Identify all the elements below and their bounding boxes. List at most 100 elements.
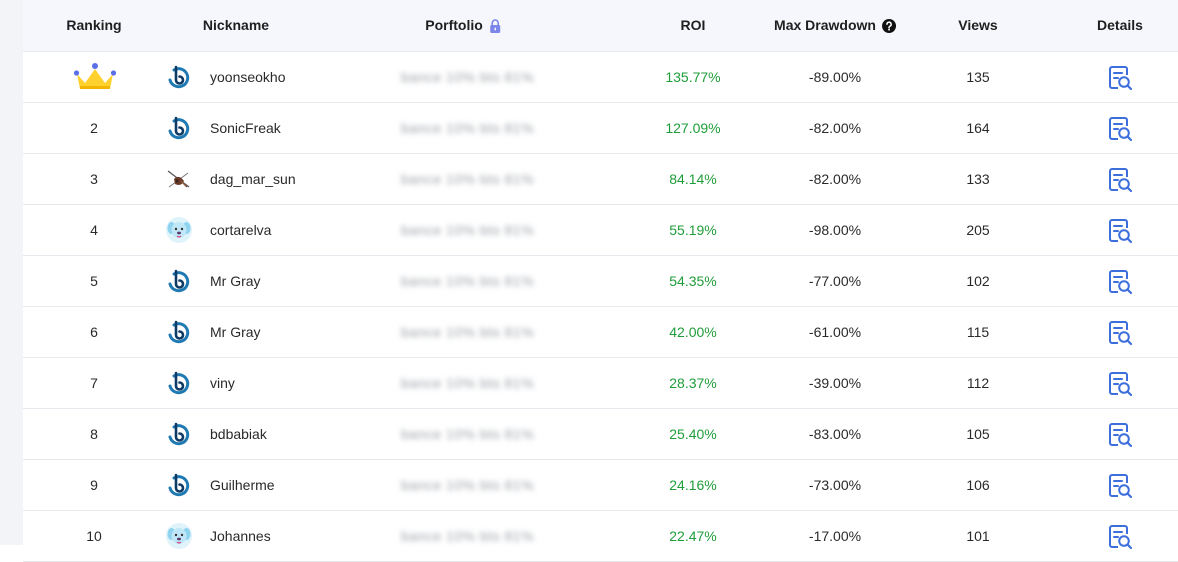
logo-avatar-icon xyxy=(168,65,190,89)
nickname[interactable]: cortarelva xyxy=(210,222,272,238)
avatar[interactable] xyxy=(165,522,193,550)
table-row[interactable]: 8 bdbabiak bance 10% bts 81% 25.40% -83.… xyxy=(23,409,1178,460)
details-button[interactable] xyxy=(1106,472,1134,500)
document-search-icon xyxy=(1109,168,1133,193)
header-nickname[interactable]: Nickname xyxy=(203,0,269,51)
avatar[interactable] xyxy=(165,63,193,91)
roi-value: 127.09% xyxy=(665,120,721,136)
header-roi-label: ROI xyxy=(680,17,706,33)
details-button[interactable] xyxy=(1106,370,1134,398)
document-search-icon xyxy=(1109,219,1133,244)
views-count: 135 xyxy=(966,69,990,85)
avatar[interactable] xyxy=(165,267,193,295)
rank-number: 3 xyxy=(90,171,98,187)
portfolio-blurred: bance 10% bts 81% xyxy=(401,324,535,340)
header-nickname-label: Nickname xyxy=(202,17,270,33)
header-ranking[interactable]: Ranking xyxy=(66,0,121,51)
roi-value: 42.00% xyxy=(669,324,717,340)
roi-value: 135.77% xyxy=(665,69,721,85)
nickname[interactable]: Johannes xyxy=(210,528,271,544)
views-count: 112 xyxy=(966,375,990,391)
header-portfolio[interactable]: Porftolio xyxy=(425,0,501,51)
table-row[interactable]: 4 cortarelva bance 10% bts 81% 55.19% -9… xyxy=(23,205,1178,256)
logo-avatar-icon xyxy=(168,116,190,140)
table-row[interactable]: yoonseokho bance 10% bts 81% 135.77% -89… xyxy=(23,52,1178,103)
nickname[interactable]: SonicFreak xyxy=(210,120,281,136)
portfolio-blurred: bance 10% bts 81% xyxy=(401,426,535,442)
details-button[interactable] xyxy=(1106,268,1134,296)
views-count: 101 xyxy=(966,528,990,544)
document-search-icon xyxy=(1109,321,1133,346)
details-button[interactable] xyxy=(1106,421,1134,449)
header-views-label: Views xyxy=(958,17,998,33)
table-row[interactable]: 6 Mr Gray bance 10% bts 81% 42.00% -61.0… xyxy=(23,307,1178,358)
avatar[interactable] xyxy=(165,471,193,499)
avatar[interactable] xyxy=(165,420,193,448)
avatar[interactable] xyxy=(165,369,193,397)
header-details: Details xyxy=(1097,0,1143,51)
nickname[interactable]: viny xyxy=(210,375,235,391)
table-row[interactable]: 2 SonicFreak bance 10% bts 81% 127.09% -… xyxy=(23,103,1178,154)
avatar[interactable] xyxy=(165,216,193,244)
roi-value: 55.19% xyxy=(669,222,717,238)
max-drawdown-value: -98.00% xyxy=(808,222,862,238)
views-count: 106 xyxy=(966,477,990,493)
table-row[interactable]: 9 Guilherme bance 10% bts 81% 24.16% -73… xyxy=(23,460,1178,511)
max-drawdown-value: -39.00% xyxy=(808,375,862,391)
views-count: 115 xyxy=(966,324,990,340)
table-row[interactable]: 10 Johannes bance 10% bts 81% 22.47% -17… xyxy=(23,511,1178,562)
document-search-icon xyxy=(1109,117,1133,142)
max-drawdown-value: -73.00% xyxy=(808,477,862,493)
views-count: 105 xyxy=(966,426,990,442)
roi-value: 24.16% xyxy=(669,477,717,493)
question-circle-icon[interactable] xyxy=(881,18,896,33)
logo-avatar-icon xyxy=(168,320,190,344)
details-button[interactable] xyxy=(1106,319,1134,347)
details-button[interactable] xyxy=(1106,166,1134,194)
header-max-drawdown[interactable]: Max Drawdown xyxy=(774,0,896,51)
table-row[interactable]: 7 viny bance 10% bts 81% 28.37% -39.00% … xyxy=(23,358,1178,409)
nickname[interactable]: dag_mar_sun xyxy=(210,171,296,187)
max-drawdown-value: -61.00% xyxy=(808,324,862,340)
roi-value: 84.14% xyxy=(669,171,717,187)
portfolio-blurred: bance 10% bts 81% xyxy=(401,120,535,136)
nickname[interactable]: bdbabiak xyxy=(210,426,267,442)
avatar[interactable] xyxy=(165,165,193,193)
avatar[interactable] xyxy=(165,114,193,142)
nickname[interactable]: yoonseokho xyxy=(210,69,286,85)
document-search-icon xyxy=(1109,423,1133,448)
header-views[interactable]: Views xyxy=(958,0,997,51)
left-sidebar-edge xyxy=(0,0,23,545)
lock-icon xyxy=(489,18,500,33)
portfolio-blurred: bance 10% bts 81% xyxy=(401,171,535,187)
nickname[interactable]: Guilherme xyxy=(210,477,275,493)
details-button[interactable] xyxy=(1106,64,1134,92)
avatar[interactable] xyxy=(165,318,193,346)
details-button[interactable] xyxy=(1106,523,1134,551)
rank-number: 4 xyxy=(90,222,98,238)
details-button[interactable] xyxy=(1106,217,1134,245)
table-row[interactable]: 3 dag_mar_sun bance 10% bts 81% 84.14% -… xyxy=(23,154,1178,205)
header-roi[interactable]: ROI xyxy=(681,0,706,51)
portfolio-blurred: bance 10% bts 81% xyxy=(401,528,535,544)
max-drawdown-value: -82.00% xyxy=(808,171,862,187)
rank-number: 7 xyxy=(90,375,98,391)
table-row[interactable]: 5 Mr Gray bance 10% bts 81% 54.35% -77.0… xyxy=(23,256,1178,307)
logo-avatar-icon xyxy=(168,473,190,497)
header-portfolio-label: Porftolio xyxy=(425,17,483,33)
leaderboard-table: Ranking Nickname Porftolio ROI Max Drawd… xyxy=(23,0,1178,562)
logo-avatar-icon xyxy=(168,269,190,293)
roi-value: 25.40% xyxy=(669,426,717,442)
document-search-icon xyxy=(1109,474,1133,499)
table-header: Ranking Nickname Porftolio ROI Max Drawd… xyxy=(23,0,1178,52)
rank-number: 10 xyxy=(86,528,102,544)
document-search-icon xyxy=(1109,66,1133,91)
sketch-avatar-icon xyxy=(167,170,190,188)
nickname[interactable]: Mr Gray xyxy=(210,324,261,340)
dog-avatar-icon xyxy=(166,217,192,243)
details-button[interactable] xyxy=(1106,115,1134,143)
portfolio-blurred: bance 10% bts 81% xyxy=(401,222,535,238)
max-drawdown-value: -83.00% xyxy=(808,426,862,442)
document-search-icon xyxy=(1109,372,1133,397)
nickname[interactable]: Mr Gray xyxy=(210,273,261,289)
